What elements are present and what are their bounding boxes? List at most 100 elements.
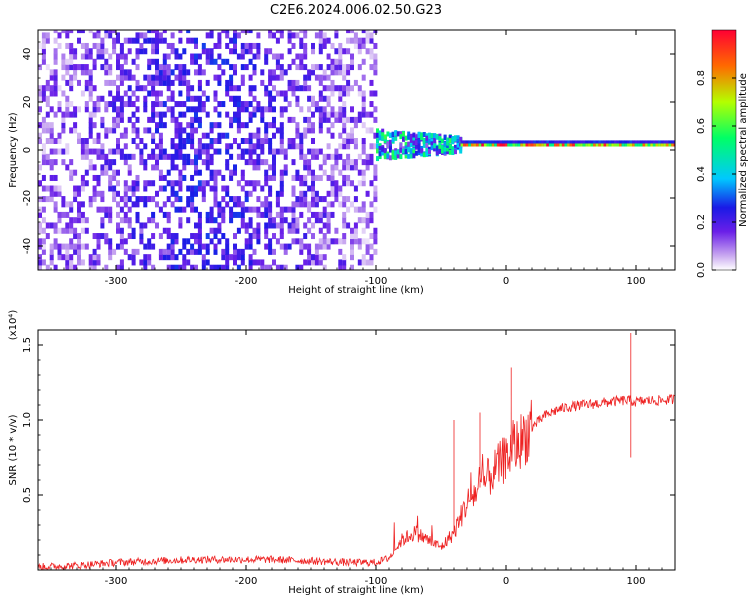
heatmap-cell [365, 127, 370, 134]
heatmap-cell [229, 48, 234, 55]
heatmap-cell [318, 174, 323, 181]
heatmap-cell [38, 95, 42, 102]
heatmap-cell [69, 227, 74, 234]
heatmap-cell [104, 211, 109, 218]
heatmap-cell [190, 37, 195, 44]
heatmap-cell [178, 64, 183, 71]
heatmap-cell [412, 140, 416, 146]
heatmap-cell [158, 116, 163, 123]
heatmap-cell [272, 95, 276, 102]
heatmap-cell [41, 95, 46, 102]
heatmap-cell [170, 95, 175, 102]
heatmap-cell [248, 48, 253, 55]
heatmap-cell [213, 180, 218, 187]
heatmap-cell [61, 227, 66, 234]
heatmap-cell [194, 106, 198, 113]
heatmap-cell [92, 248, 97, 255]
heatmap-cell [229, 206, 234, 213]
colorbar-label: Normalized spectral amplitude [738, 73, 749, 227]
heatmap-cell [135, 79, 140, 86]
heatmap-cell [174, 180, 179, 187]
heatmap-cell [41, 42, 46, 49]
heatmap-cell [438, 148, 442, 154]
heatmap-cell [69, 169, 74, 176]
heatmap-cell [275, 211, 280, 218]
heatmap-cell [338, 153, 343, 160]
heatmap-cell [57, 254, 62, 261]
heatmap-cell [201, 69, 206, 76]
heatmap-cell [346, 69, 351, 76]
heatmap-cell [127, 196, 132, 203]
heatmap-cell [616, 140, 620, 147]
heatmap-cell [108, 148, 113, 155]
heatmap-cell [248, 138, 253, 144]
heatmap-cell [49, 174, 54, 181]
heatmap-cell [205, 233, 210, 240]
heatmap-cell [330, 174, 335, 181]
heatmap-cell [357, 85, 362, 92]
heatmap-cell [104, 48, 109, 55]
heatmap-cell [353, 196, 358, 203]
heatmap-cell [178, 217, 183, 224]
heatmap-cell [147, 30, 152, 34]
heatmap-cell [268, 185, 273, 192]
heatmap-cell [178, 148, 183, 155]
heatmap-cell [123, 53, 128, 60]
heatmap-cell [600, 143, 604, 147]
heatmap-cell [205, 248, 210, 255]
heatmap-cell [389, 155, 392, 161]
heatmap-cell [190, 116, 195, 123]
heatmap-cell [279, 233, 284, 240]
heatmap-cell [334, 180, 339, 187]
heatmap-cell [311, 122, 315, 129]
heatmap-cell [194, 53, 198, 60]
heatmap-cell [252, 233, 257, 240]
heatmap-cell [476, 140, 480, 147]
heatmap-cell [264, 90, 269, 97]
heatmap-cell [53, 264, 58, 270]
heatmap-cell [73, 106, 78, 113]
heatmap-cell [213, 95, 218, 102]
heatmap-cell [186, 85, 191, 92]
heatmap-cell [131, 127, 136, 134]
heatmap-cell [538, 140, 542, 147]
heatmap-cell [182, 243, 187, 250]
x-tick-label: 100 [626, 576, 645, 587]
heatmap-cell [264, 122, 269, 129]
heatmap-cell [291, 185, 296, 192]
heatmap-cell [299, 248, 304, 255]
heatmap-cell [608, 143, 612, 147]
heatmap-cell [353, 138, 358, 144]
heatmap-cell [49, 159, 54, 166]
heatmap-cell [53, 74, 58, 81]
heatmap-cell [556, 143, 560, 147]
heatmap-cell [342, 69, 347, 76]
colorbar-tick-label: 0.4 [696, 166, 707, 182]
heatmap-cell [116, 201, 120, 208]
heatmap-cell [264, 233, 269, 240]
heatmap-cell [135, 185, 140, 192]
heatmap-cell [338, 53, 343, 60]
heatmap-cell [108, 79, 113, 86]
heatmap-cell [260, 185, 265, 192]
heatmap-cell [448, 135, 452, 141]
heatmap-cell [279, 174, 284, 181]
heatmap-cell [186, 138, 191, 144]
heatmap-cell [73, 196, 78, 203]
heatmap-cell [342, 122, 347, 129]
heatmap-cell [96, 53, 101, 60]
heatmap-cell [53, 111, 58, 118]
heatmap-cell [194, 159, 198, 166]
heatmap-cell [279, 180, 284, 187]
heatmap-cell [574, 143, 578, 147]
heatmap-cell [272, 106, 276, 113]
heatmap-cell [283, 164, 288, 171]
heatmap-cell [322, 243, 327, 250]
heatmap-cell [279, 190, 284, 197]
heatmap-cell [373, 174, 378, 181]
heatmap-cell [268, 206, 273, 213]
heatmap-cell [334, 69, 339, 76]
heatmap-cell [61, 74, 66, 81]
heatmap-cell [430, 145, 434, 151]
heatmap-cell [369, 111, 374, 118]
